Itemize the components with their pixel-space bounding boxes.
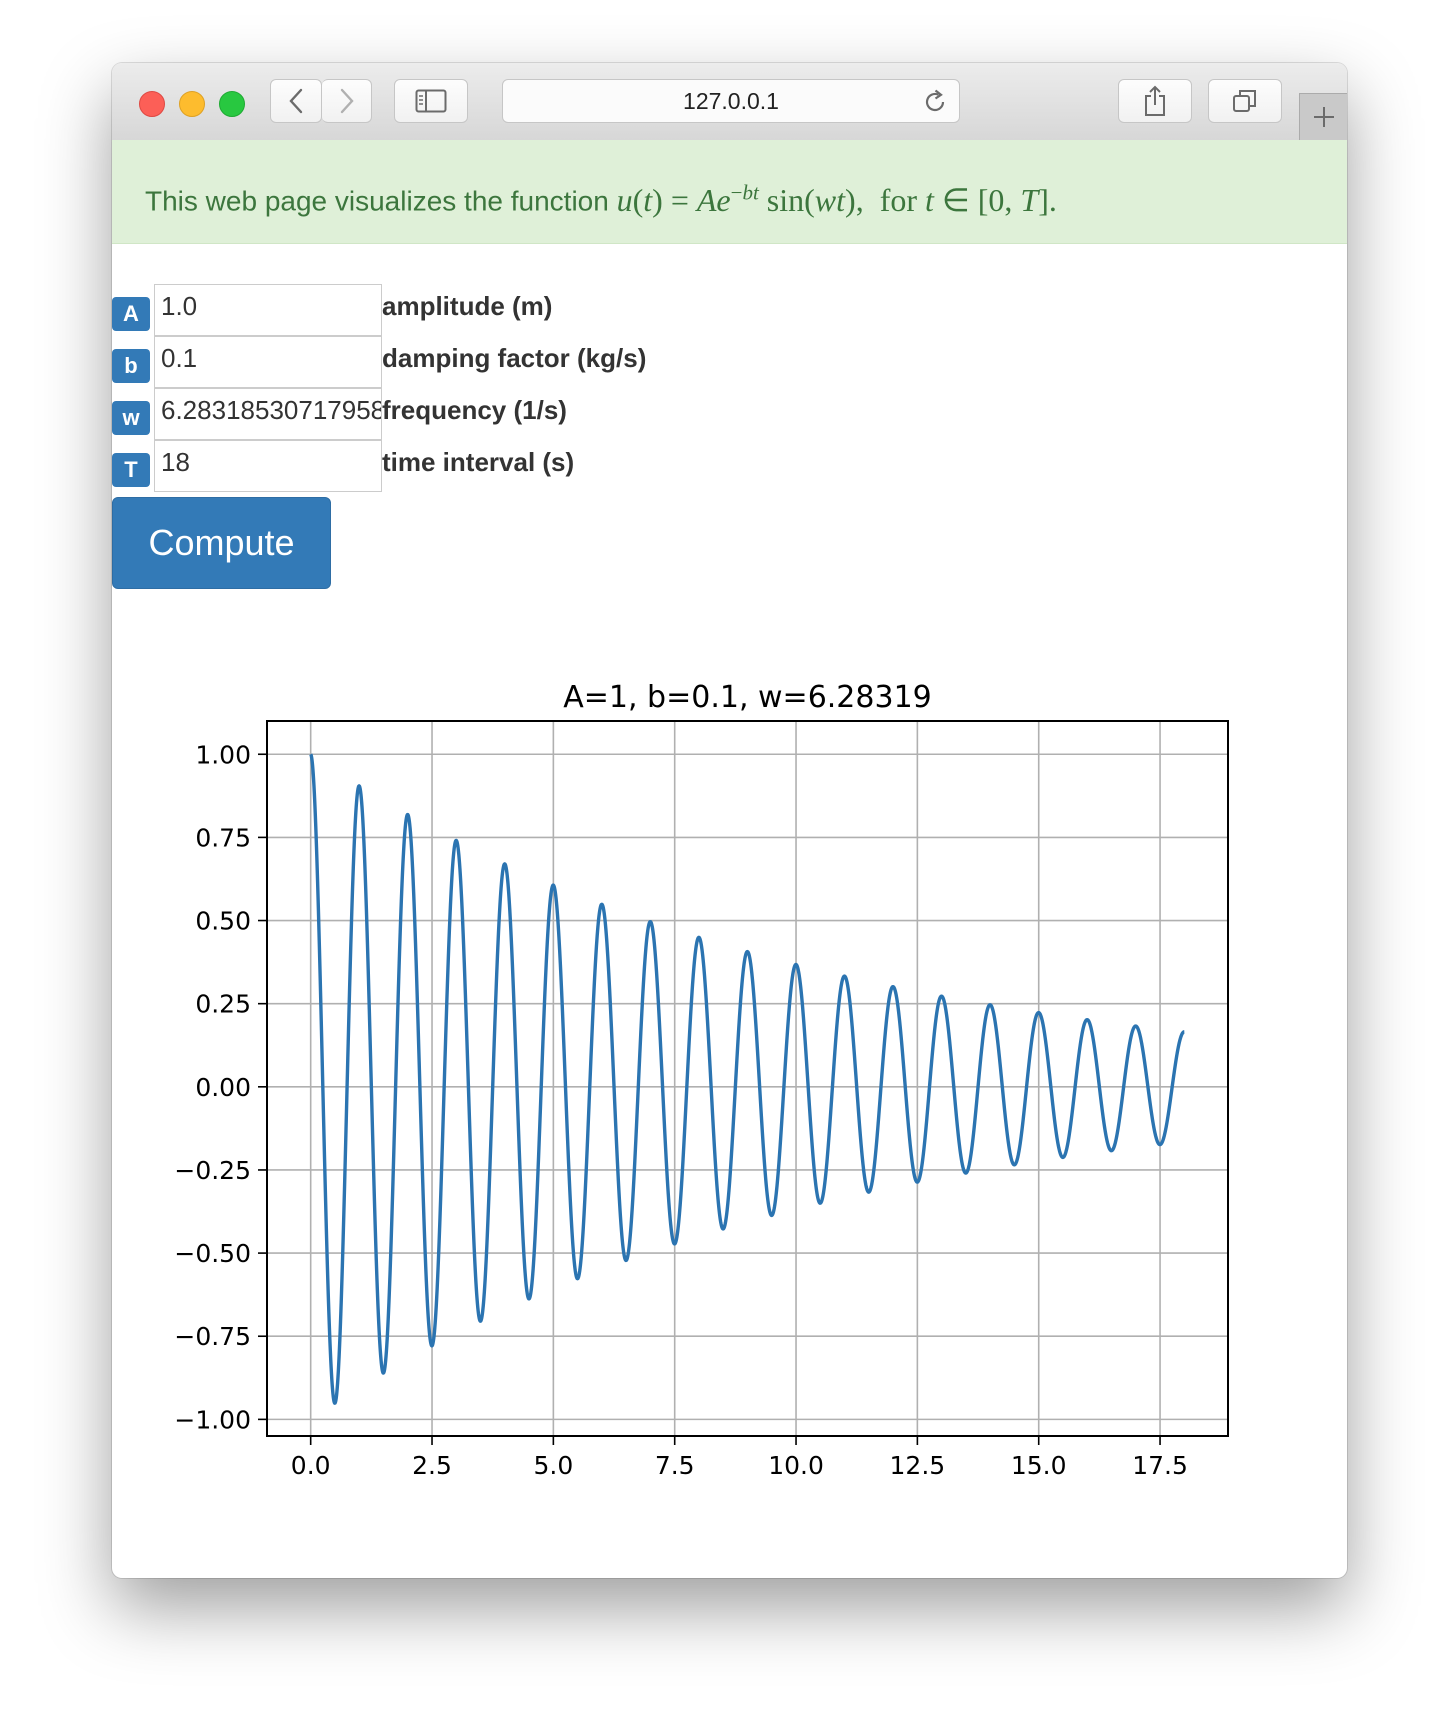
y-tick-label: −0.75	[174, 1322, 251, 1351]
sidebar-icon	[415, 89, 447, 113]
tabs-icon	[1233, 90, 1256, 112]
field-tag: w	[112, 401, 150, 435]
reload-icon[interactable]	[921, 88, 949, 116]
x-tick-label: 17.5	[1132, 1451, 1188, 1480]
field-tag: b	[112, 349, 150, 383]
field-tag: A	[112, 297, 150, 331]
y-tick-label: −0.50	[174, 1239, 251, 1268]
info-banner: This web page visualizes the function u(…	[112, 140, 1347, 244]
frequency-label: frequency (1/s)	[382, 394, 567, 425]
chart-title: A=1, b=0.1, w=6.28319	[563, 680, 932, 715]
minimize-window-button[interactable]	[179, 91, 205, 117]
close-window-button[interactable]	[139, 91, 165, 117]
x-tick-label: 15.0	[1011, 1451, 1067, 1480]
address-bar[interactable]: 127.0.0.1	[502, 79, 960, 123]
x-tick-label: 5.0	[533, 1451, 573, 1480]
chevron-left-icon	[289, 88, 303, 114]
page-content: This web page visualizes the function u(…	[112, 140, 1347, 1578]
x-tick-label: 2.5	[412, 1451, 452, 1480]
frequency-input[interactable]: 6.283185307179586	[154, 388, 382, 440]
forward-button[interactable]	[322, 79, 372, 123]
address-text: 127.0.0.1	[683, 87, 779, 114]
banner-formula: u(t) = Ae−bt sin(wt), for t ∈ [0, T].	[616, 180, 1057, 218]
x-tick-label: 12.5	[890, 1451, 946, 1480]
time-interval-label: time interval (s)	[382, 446, 575, 477]
tabs-overview-button[interactable]	[1208, 79, 1282, 123]
y-tick-label: 1.00	[195, 740, 251, 769]
y-tick-label: −0.25	[174, 1156, 251, 1185]
plus-icon	[1313, 107, 1334, 127]
time-interval-input[interactable]: 18	[154, 440, 382, 492]
y-tick-label: −1.00	[174, 1405, 251, 1434]
damping-label: damping factor (kg/s)	[382, 342, 647, 373]
y-tick-label: 0.25	[195, 990, 251, 1019]
share-icon	[1145, 85, 1165, 116]
x-tick-label: 7.5	[655, 1451, 695, 1480]
compute-button[interactable]: Compute	[112, 497, 331, 589]
plot-frame	[266, 720, 1229, 1437]
plot-chart: 0.0 2.5 5.0 7.5 10.0 12.5 15.0 17.5 1.00 0.75 0.50…	[174, 680, 1229, 1480]
banner-text: This web page visualizes the function	[145, 185, 617, 217]
damping-input[interactable]: 0.1	[154, 336, 382, 388]
browser-window: 127.0.0.1 This web page visualizes the f…	[112, 63, 1347, 1578]
x-tick-label: 0.0	[291, 1451, 331, 1480]
amplitude-input[interactable]: 1.0	[154, 284, 382, 336]
form-row-frequency: w 6.283185307179586 frequency (1/s)	[112, 388, 567, 440]
form-row-damping: b 0.1 damping factor (kg/s)	[112, 336, 646, 388]
amplitude-label: amplitude (m)	[382, 290, 553, 321]
back-button[interactable]	[270, 79, 322, 123]
maximize-window-button[interactable]	[219, 91, 245, 117]
x-tick-label: 10.0	[768, 1451, 824, 1480]
data-series-line	[309, 753, 1186, 1405]
sidebar-button[interactable]	[394, 79, 468, 123]
form-row-amplitude: A 1.0 amplitude (m)	[112, 284, 552, 336]
y-tick-label: 0.00	[195, 1073, 251, 1102]
chevron-right-icon	[340, 88, 354, 114]
form-row-time: T 18 time interval (s)	[112, 440, 574, 492]
y-tick-label: 0.50	[195, 907, 251, 936]
share-button[interactable]	[1118, 79, 1192, 123]
y-tick-label: 0.75	[195, 823, 251, 852]
new-tab-button[interactable]	[1299, 93, 1347, 140]
browser-toolbar: 127.0.0.1	[112, 63, 1347, 141]
field-tag: T	[112, 453, 150, 487]
